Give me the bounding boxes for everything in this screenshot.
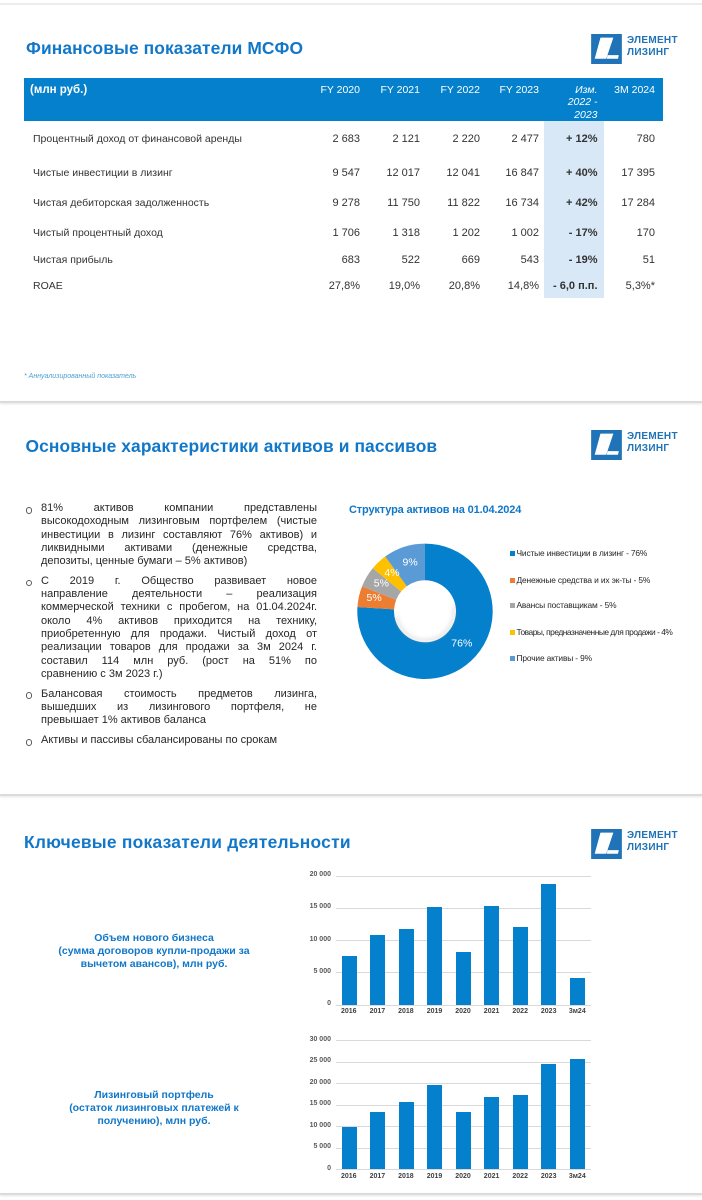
svg-text:4%: 4% [384,567,399,579]
svg-text:5%: 5% [367,592,382,604]
svg-text:76%: 76% [451,638,472,650]
svg-text:9%: 9% [403,556,418,568]
svg-text:5%: 5% [374,577,389,589]
